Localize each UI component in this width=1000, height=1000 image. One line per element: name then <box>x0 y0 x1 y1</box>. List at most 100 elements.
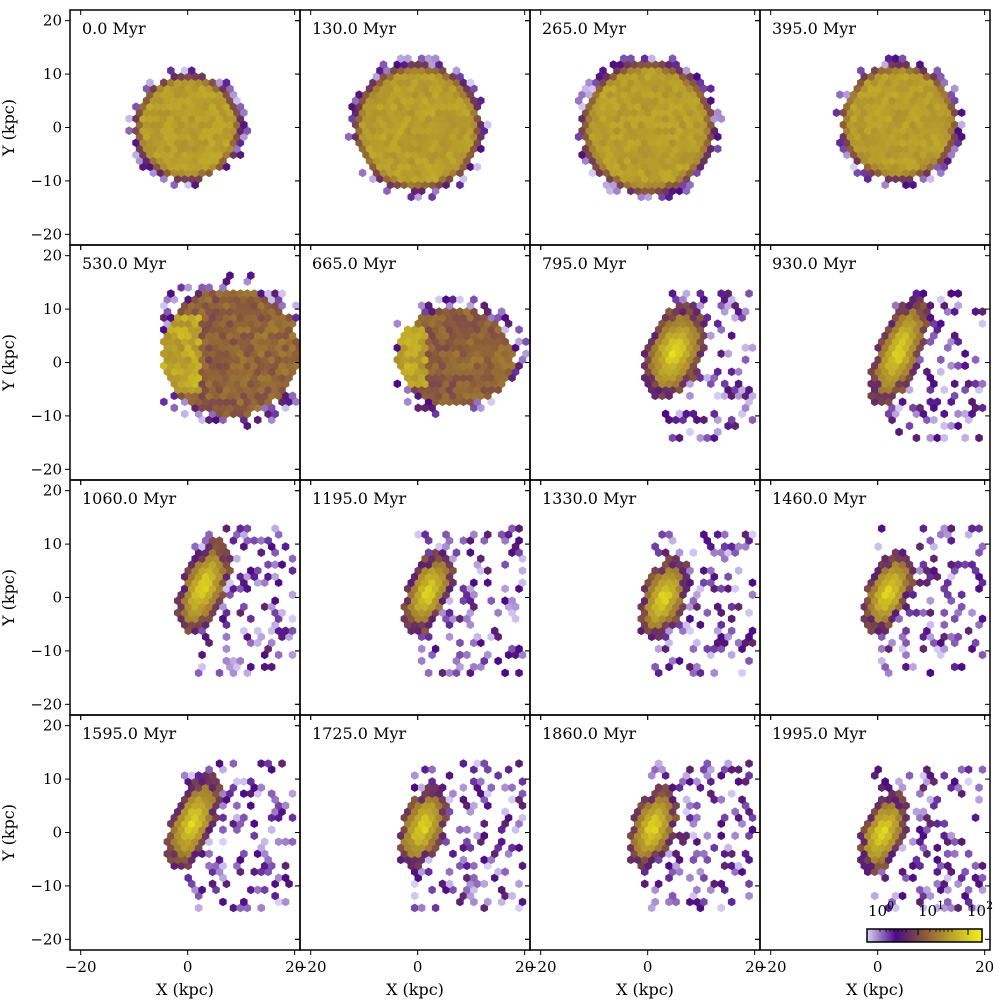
hexbin-cell <box>717 632 725 642</box>
hexbin-cell <box>424 584 433 593</box>
hexbin-cell <box>459 313 468 322</box>
hexbin-cell <box>212 602 220 612</box>
hexbin-cell <box>717 831 725 841</box>
hexbin-cell <box>215 78 224 87</box>
hexbin-cell <box>957 108 966 117</box>
hexbin-cell <box>459 361 468 371</box>
hexbin-cell <box>909 108 917 117</box>
hexbin-cell <box>424 795 433 804</box>
hexbin-cell <box>508 548 516 557</box>
hexbin-cell <box>679 96 687 105</box>
hexbin-cell <box>442 156 450 166</box>
hexbin-cell <box>853 168 862 178</box>
hexbin-cell <box>274 813 283 822</box>
hexbin-cell <box>470 403 478 413</box>
hexbin-cell <box>424 572 433 581</box>
hexbin-cell <box>940 632 948 642</box>
hexbin-cell <box>665 331 673 340</box>
hexbin-cell <box>648 78 656 87</box>
hexbin-cell <box>912 90 921 99</box>
hexbin-cell <box>372 120 381 130</box>
hexbin-cell <box>630 72 638 81</box>
hexbin-cell <box>905 126 914 136</box>
hexbin-cell <box>714 530 722 539</box>
hexbin-cell <box>470 777 478 786</box>
hexbin-cell <box>184 379 192 389</box>
hexbin-cell <box>850 162 858 172</box>
hexbin-cell <box>654 102 663 111</box>
hexbin-cell <box>686 427 694 437</box>
hexbin-cell <box>919 891 928 901</box>
hexbin-cell <box>888 156 896 166</box>
hexbin-cell <box>247 662 255 672</box>
hexbin-cell <box>686 108 694 117</box>
hexbin-cell <box>734 861 743 871</box>
hexbin-cell <box>654 879 663 889</box>
hexbin-cell <box>714 626 722 636</box>
hexbin-cell <box>267 765 276 774</box>
hexbin-cell <box>689 596 698 606</box>
hexbin-cell <box>654 385 663 395</box>
hexbin-cell <box>940 301 948 310</box>
hexbin-cell <box>717 879 725 889</box>
hexbin-cell <box>724 301 732 310</box>
hexbin-cell <box>411 783 419 792</box>
hexbin-cell <box>400 132 408 142</box>
hexbin-cell <box>484 578 492 587</box>
hexbin-cell <box>431 54 440 63</box>
hexbin-cell <box>968 524 976 533</box>
hexbin-cell <box>682 90 691 99</box>
hexbin-cell <box>881 777 889 786</box>
hexbin-cell <box>923 367 931 377</box>
hexbin-cell <box>383 174 391 184</box>
hexbin-cell <box>435 355 443 365</box>
hexbin-cell <box>250 397 258 407</box>
hexbin-cell <box>686 180 694 190</box>
hexbin-cell <box>961 361 969 371</box>
hexbin-cell <box>578 126 586 136</box>
hexbin-cells <box>393 295 530 419</box>
hexbin-cell <box>644 180 652 190</box>
hexbin-cell <box>278 361 286 371</box>
hexbin-cell <box>494 325 502 334</box>
hexbin-cell <box>919 150 928 160</box>
hexbin-cell <box>400 96 408 105</box>
hexbin-cell <box>229 409 238 419</box>
hexbin-cell <box>658 602 666 612</box>
hexbin-cell <box>212 801 220 810</box>
hexbin-cell <box>654 325 663 334</box>
hexbin-cell <box>487 397 495 407</box>
hexbin-cell <box>267 307 276 316</box>
hexbin-cell <box>421 60 429 69</box>
hexbin-cell <box>466 150 475 160</box>
colorbar-gradient <box>866 928 983 943</box>
hexbin-cell <box>668 174 677 184</box>
hexbin-cell <box>919 325 928 334</box>
hexbin-cell <box>188 174 196 184</box>
hexbin-cell <box>944 837 952 847</box>
hexbin-cell <box>201 349 210 358</box>
hexbin-cell <box>393 60 402 69</box>
hexbin-cell <box>191 626 199 636</box>
hexbin-cell <box>874 801 882 810</box>
hexbin-cell <box>261 307 269 316</box>
hexbin-cell <box>215 150 224 160</box>
hexbin-cell <box>480 325 488 334</box>
hexbin-cell <box>919 313 928 322</box>
hexbin-cell <box>661 548 670 557</box>
hexbin-cell <box>916 319 924 328</box>
hexbin-cell <box>208 548 217 557</box>
hexbin-cell <box>369 150 377 160</box>
hexbin-cell <box>438 162 447 172</box>
hexbin-cell <box>871 596 879 606</box>
hexbin-cell <box>174 349 182 358</box>
hexbin-cell <box>871 397 879 407</box>
hexbin-cell <box>707 777 715 786</box>
panel: 1195.0 Myr <box>295 479 531 720</box>
hexbin-cell <box>613 102 621 111</box>
hexbin-cell <box>435 391 443 401</box>
hexbin-cell <box>895 379 903 389</box>
hexbin-cell <box>672 590 680 600</box>
hexbin-cell <box>435 566 443 575</box>
hexbin-cell <box>651 626 659 636</box>
